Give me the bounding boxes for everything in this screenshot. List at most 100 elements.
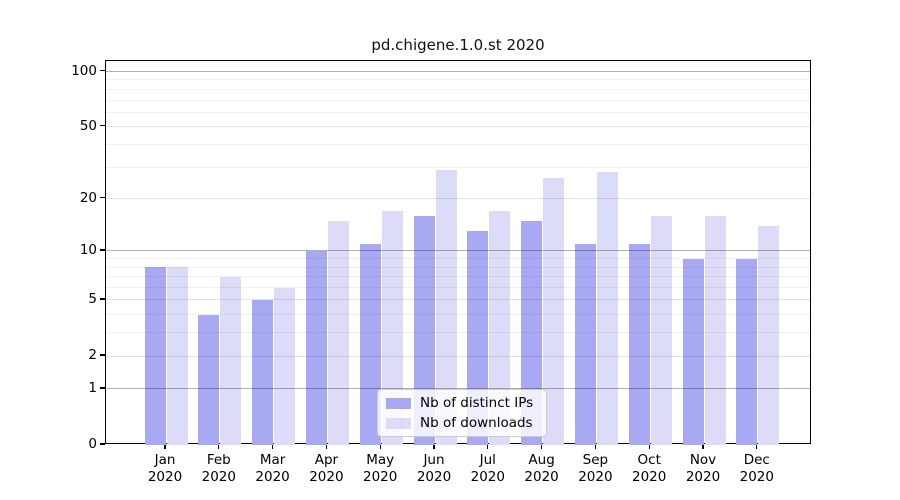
x-tick-month: Dec xyxy=(743,452,770,468)
y-tick-mark xyxy=(100,196,105,199)
x-tick-mark xyxy=(164,444,166,449)
y-tick-mark xyxy=(100,249,105,251)
bar-downloads xyxy=(274,287,296,445)
legend-label-downloads: Nb of downloads xyxy=(420,415,533,431)
legend-entry-downloads: Nb of downloads xyxy=(386,415,538,431)
y-tick-label: 1 xyxy=(88,379,97,396)
x-tick-month: Nov xyxy=(689,452,717,468)
x-tick-year: 2020 xyxy=(363,469,398,485)
bar-downloads xyxy=(327,220,349,445)
x-tick-label: Sep 2020 xyxy=(567,452,623,486)
x-tick-mark xyxy=(271,444,274,449)
x-tick-year: 2020 xyxy=(685,469,721,485)
x-tick-month: Apr xyxy=(314,452,339,468)
x-tick-mark xyxy=(540,444,543,449)
y-tick-label: 100 xyxy=(71,62,97,79)
y-tick-label: 20 xyxy=(79,189,97,206)
y-tick-label: 5 xyxy=(88,290,97,307)
gridline xyxy=(106,355,810,357)
gridline-minor xyxy=(106,266,810,268)
bar-ips xyxy=(521,220,543,445)
legend: Nb of distinct IPs Nb of downloads xyxy=(377,389,547,437)
bar-downloads xyxy=(704,215,726,445)
y-tick-mark xyxy=(100,443,105,445)
x-tick-year: 2020 xyxy=(578,469,613,485)
x-tick-year: 2020 xyxy=(147,469,183,485)
y-tick-mark xyxy=(100,298,105,300)
gridline-minor xyxy=(106,314,810,316)
bar-ips xyxy=(359,243,381,445)
x-tick-year: 2020 xyxy=(524,469,559,485)
legend-label-distinct-ips: Nb of distinct IPs xyxy=(420,395,534,411)
x-tick-label: Feb 2020 xyxy=(191,452,247,486)
bar-ips xyxy=(736,258,758,445)
gridline xyxy=(106,126,810,128)
gridline-minor xyxy=(106,166,810,168)
legend-swatch-downloads xyxy=(386,417,411,429)
x-tick-label: Jul 2020 xyxy=(460,452,516,486)
x-tick-mark xyxy=(594,444,597,449)
bar-ips xyxy=(628,243,650,445)
gridline-minor xyxy=(106,88,810,90)
bar-downloads xyxy=(489,211,511,445)
legend-entry-distinct-ips: Nb of distinct IPs xyxy=(386,395,538,411)
x-tick-mark xyxy=(756,444,758,449)
y-tick-label: 10 xyxy=(79,241,97,258)
gridline-minor xyxy=(106,287,810,289)
x-tick-year: 2020 xyxy=(309,469,344,485)
bar-downloads xyxy=(650,215,672,445)
gridline-minor xyxy=(106,143,810,145)
x-tick-year: 2020 xyxy=(470,469,505,485)
gridline xyxy=(106,250,810,252)
bar-ips xyxy=(144,267,166,445)
y-tick-mark xyxy=(100,69,105,72)
bar-ips xyxy=(682,258,704,445)
x-tick-month: Oct xyxy=(637,452,661,468)
x-tick-mark xyxy=(648,444,650,449)
bar-downloads xyxy=(381,211,403,445)
y-tick-label: 50 xyxy=(79,117,97,134)
gridline xyxy=(106,71,810,72)
x-tick-mark xyxy=(702,444,704,449)
x-tick-mark xyxy=(218,444,220,449)
x-tick-month: Mar xyxy=(259,452,286,468)
gridline-minor xyxy=(106,79,810,81)
x-tick-label: Aug 2020 xyxy=(514,452,570,486)
x-tick-label: Dec 2020 xyxy=(729,452,785,486)
x-tick-month: Feb xyxy=(206,452,231,468)
x-tick-mark xyxy=(487,444,489,449)
gridline-minor xyxy=(106,258,810,260)
bar-downloads xyxy=(166,267,188,445)
x-tick-label: May 2020 xyxy=(352,452,408,486)
plot-area xyxy=(105,60,811,445)
x-tick-label: Apr 2020 xyxy=(298,452,354,486)
x-tick-label: Nov 2020 xyxy=(675,452,731,486)
x-tick-month: Sep xyxy=(582,452,609,468)
x-tick-year: 2020 xyxy=(255,469,290,485)
legend-swatch-distinct-ips xyxy=(386,397,411,409)
x-tick-month: Jul xyxy=(479,452,496,468)
x-tick-year: 2020 xyxy=(201,469,236,485)
x-tick-year: 2020 xyxy=(632,469,667,485)
x-tick-label: Jan 2020 xyxy=(137,452,193,486)
bar-downloads xyxy=(758,225,780,445)
y-tick-mark xyxy=(100,387,105,389)
x-tick-mark xyxy=(433,444,435,449)
y-tick-mark xyxy=(100,354,105,356)
bar-ips xyxy=(252,299,274,445)
x-tick-year: 2020 xyxy=(416,469,452,485)
x-tick-label: Jun 2020 xyxy=(406,452,462,486)
bar-downloads xyxy=(596,172,618,445)
gridline-minor xyxy=(106,99,810,101)
chart-title: pd.chigene.1.0.st 2020 xyxy=(371,36,545,54)
x-tick-year: 2020 xyxy=(739,469,774,485)
bar-ips xyxy=(305,250,327,445)
x-tick-month: Jan xyxy=(154,452,176,468)
gridline xyxy=(106,388,810,390)
bar-ips xyxy=(574,243,596,445)
bar-downloads xyxy=(543,178,565,445)
gridline-minor xyxy=(106,276,810,278)
x-tick-mark xyxy=(379,444,381,449)
gridline-minor xyxy=(106,111,810,113)
